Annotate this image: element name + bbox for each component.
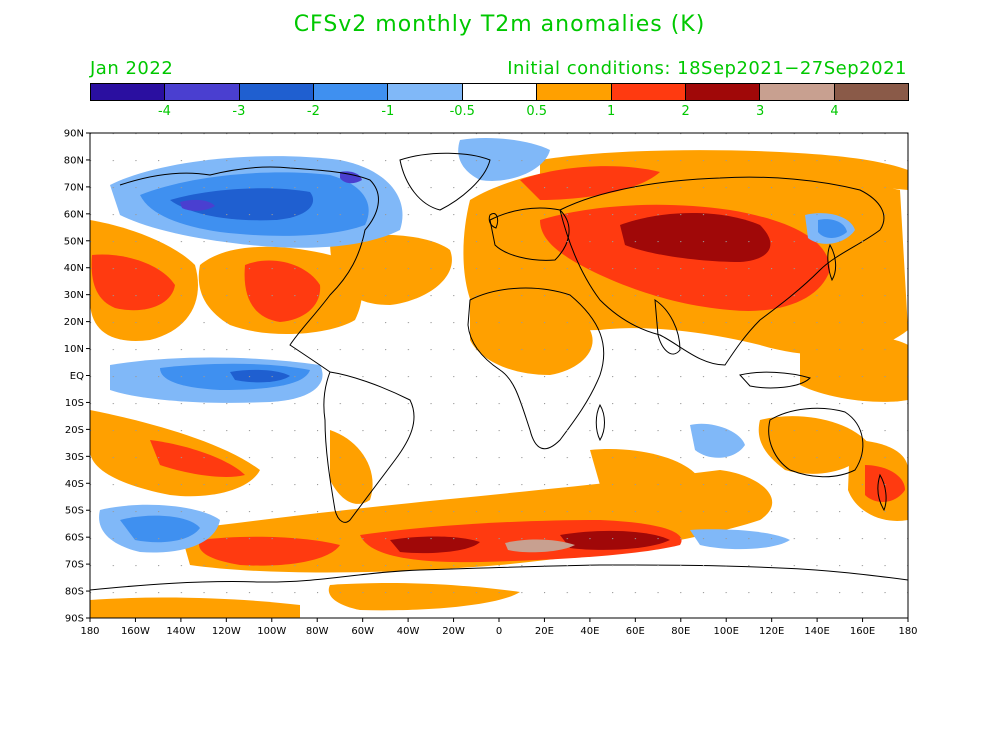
lon-tick-label: 0 xyxy=(496,626,502,637)
lon-tick-label: 80E xyxy=(671,626,690,637)
lon-tick-label: 160W xyxy=(121,626,150,637)
lat-tick-label: 80N xyxy=(64,155,84,166)
lon-tick-label: 120W xyxy=(212,626,241,637)
lat-tick-label: 60S xyxy=(65,533,84,544)
colorbar-label: 4 xyxy=(830,104,839,119)
longitude-ticks: 180 160W 140W 120W 100W 80W 60W 40W 20W 0 20E 40E 60… xyxy=(80,618,918,637)
colorbar-swatch xyxy=(91,84,166,100)
lon-tick-label: 180 xyxy=(898,626,917,637)
colorbar-swatch xyxy=(239,84,315,100)
colorbar-swatch xyxy=(537,84,612,100)
colorbar-label: -0.5 xyxy=(449,104,475,119)
lat-tick-label: 60N xyxy=(64,209,84,220)
lon-tick-label: 40E xyxy=(580,626,599,637)
colorbar-swatch xyxy=(314,84,389,100)
colorbar-label: -3 xyxy=(232,104,246,119)
colorbar xyxy=(90,83,909,101)
lon-tick-label: 60E xyxy=(626,626,645,637)
valid-month-label: Jan 2022 xyxy=(90,58,174,79)
lon-tick-label: 140W xyxy=(166,626,195,637)
latitude-ticks: 90N 80N 70N 60N 50N 40N 30N 20N 10N EQ 10S 20S 30S 40… xyxy=(64,129,90,625)
lat-tick-label: 80S xyxy=(65,587,84,598)
colorbar-swatch xyxy=(165,84,240,100)
lat-tick-label: 50N xyxy=(64,236,84,247)
colorbar-label: -2 xyxy=(306,104,320,119)
lat-tick-label: 90S xyxy=(65,614,84,625)
colorbar-swatch xyxy=(611,84,686,100)
lon-tick-label: 120E xyxy=(759,626,784,637)
colorbar-swatch xyxy=(685,84,761,100)
lat-tick-label: 30N xyxy=(64,290,84,301)
lat-tick-label: 40N xyxy=(64,263,84,274)
colorbar-label: 0.5 xyxy=(526,104,548,119)
colorbar-swatch xyxy=(388,84,463,100)
lon-tick-label: 20W xyxy=(442,626,465,637)
lat-tick-label: 40S xyxy=(65,479,84,490)
lat-tick-label: 70S xyxy=(65,560,84,571)
colorbar-swatch xyxy=(834,84,908,100)
lon-tick-label: 100W xyxy=(257,626,286,637)
lat-tick-label: 10N xyxy=(64,344,84,355)
lon-tick-label: 20E xyxy=(535,626,554,637)
initial-conditions-label: Initial conditions: 18Sep2021−27Sep2021 xyxy=(507,58,907,79)
lat-tick-label: 50S xyxy=(65,506,84,517)
colorbar-label: 2 xyxy=(681,104,690,119)
colorbar-label: -4 xyxy=(157,104,171,119)
lon-tick-label: 180 xyxy=(80,626,99,637)
lat-tick-label: 70N xyxy=(64,182,84,193)
lat-tick-label: 90N xyxy=(64,129,84,140)
lon-tick-label: 160E xyxy=(850,626,875,637)
lat-tick-label: EQ xyxy=(70,371,84,382)
lat-tick-label: 10S xyxy=(65,398,84,409)
lat-tick-label: 30S xyxy=(65,452,84,463)
lon-tick-label: 80W xyxy=(306,626,329,637)
lon-tick-label: 40W xyxy=(397,626,420,637)
lon-tick-label: 60W xyxy=(351,626,374,637)
grid-dots xyxy=(90,133,908,618)
map-title: CFSv2 monthly T2m anomalies (K) xyxy=(293,12,706,37)
colorbar-swatch xyxy=(462,84,538,100)
colorbar-label: 3 xyxy=(755,104,765,119)
colorbar-label: 1 xyxy=(607,104,616,119)
lon-tick-label: 100E xyxy=(714,626,739,637)
lat-tick-label: 20N xyxy=(64,317,84,328)
colorbar-label: -1 xyxy=(381,104,395,119)
lon-tick-label: 140E xyxy=(804,626,829,637)
lat-tick-label: 20S xyxy=(65,425,84,436)
colorbar-swatch xyxy=(760,84,835,100)
